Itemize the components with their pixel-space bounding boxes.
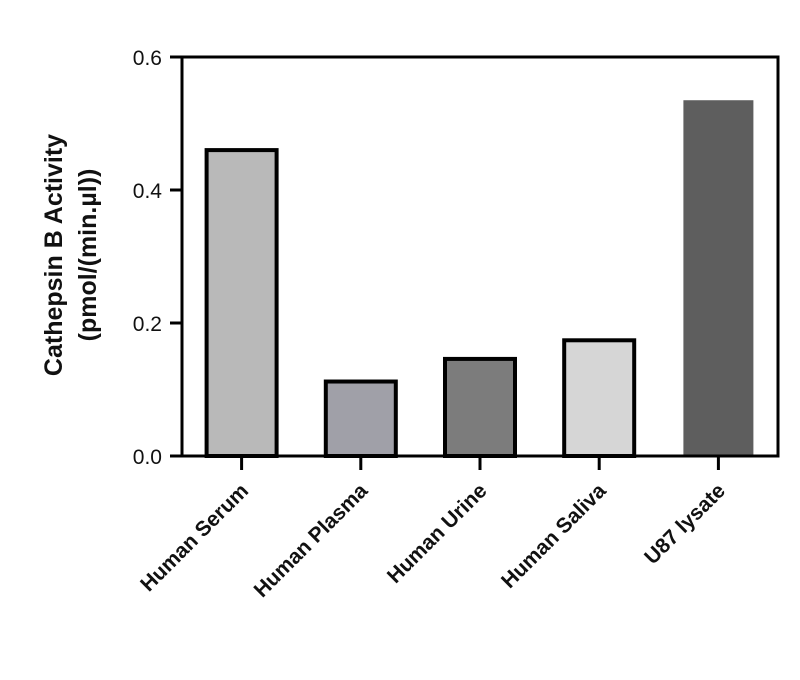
x-tick-label: Human Urine — [383, 479, 492, 588]
y-tick-label: 0.4 — [133, 180, 163, 203]
bars-group — [204, 100, 754, 459]
y-tick-label: 0.6 — [133, 47, 162, 70]
x-tick-label: Human Serum — [136, 479, 253, 596]
y-tick-label: 0.0 — [133, 446, 162, 469]
bar-human-urine — [443, 356, 517, 458]
y-axis-title-line-1: Cathepsin B Activity — [40, 134, 68, 376]
x-tick-label: Human Plasma — [250, 479, 373, 602]
bar-human-serum — [204, 148, 279, 458]
bar-human-saliva — [562, 338, 637, 459]
y-axis-ticks: 0.0 0.2 0.4 0.6 — [133, 47, 182, 469]
y-tick-label: 0.2 — [133, 313, 162, 336]
y-axis-title-line-2: (pmol/(min.µl)) — [74, 169, 102, 342]
x-tick-label: Human Saliva — [497, 479, 611, 593]
bar-u87-lysate — [683, 100, 754, 456]
bar-human-plasma — [323, 379, 398, 458]
plot-frame — [180, 55, 780, 458]
x-tick-label: U87 lysate — [640, 479, 730, 569]
